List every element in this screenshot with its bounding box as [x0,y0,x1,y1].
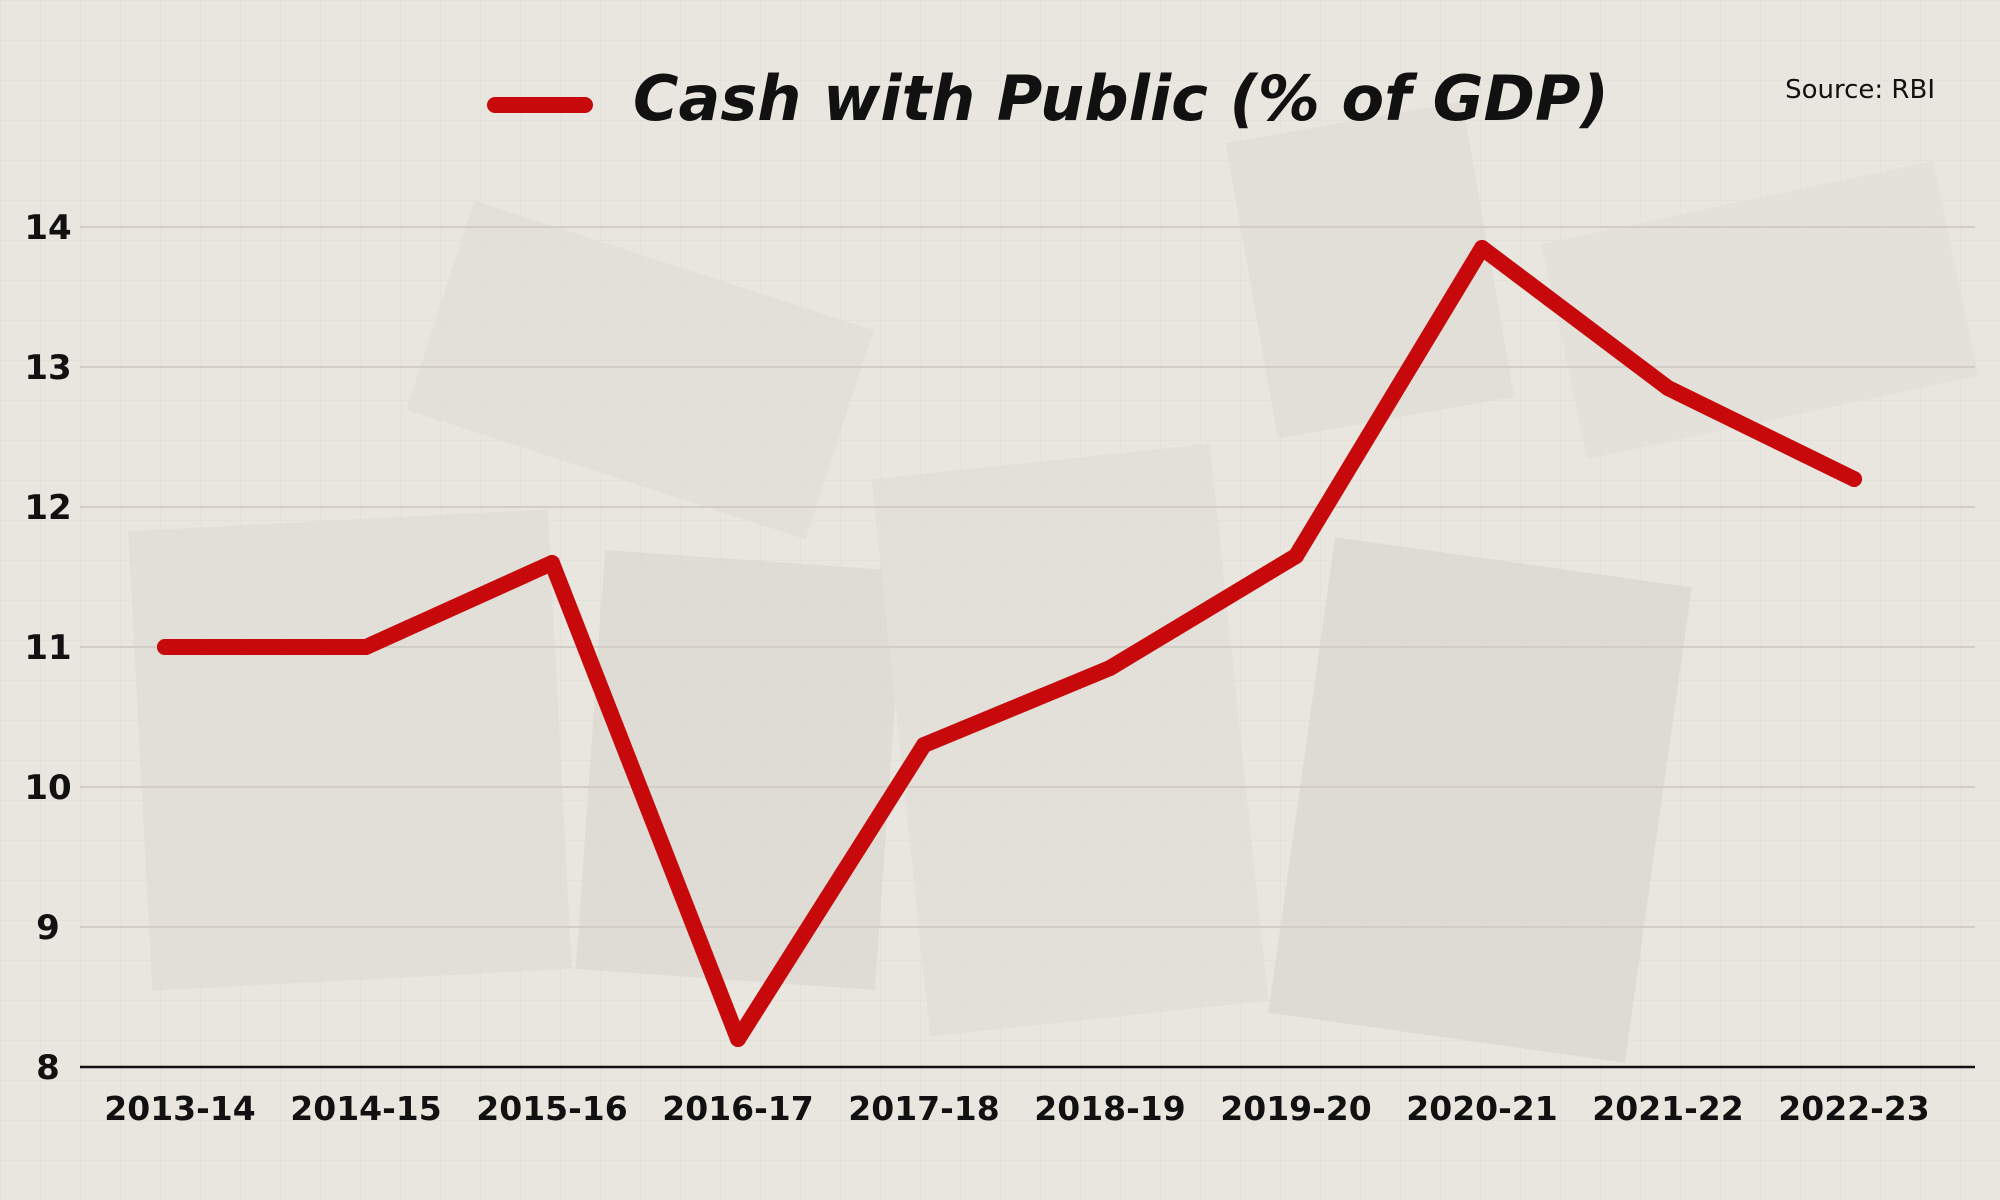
x-tick-label: 2021-22 [1592,1089,1743,1128]
y-tick-label: 10 [24,768,71,808]
x-tick-label: 2015-16 [476,1089,627,1128]
x-tick-label: 2014-15 [290,1089,441,1128]
data-point [730,1031,746,1047]
x-tick-label: 2020-21 [1406,1089,1557,1128]
data-point [157,639,173,655]
x-tick-label: 2017-18 [848,1089,999,1128]
y-tick-label: 8 [36,1048,60,1088]
x-tick-label: 2013-14 [104,1089,255,1128]
data-point [1846,471,1862,487]
data-point [1660,380,1676,396]
data-point [916,737,932,753]
x-tick-label: 2018-19 [1034,1089,1185,1128]
legend-label: Cash with Public (% of GDP) [633,62,1609,135]
source-note: Source: RBI [1785,75,1935,105]
data-point [1288,548,1304,564]
series-line [157,240,1862,1047]
data-point [1474,240,1490,256]
series-group [157,240,1862,1047]
y-tick-label: 14 [24,208,71,248]
y-tick-label: 9 [36,908,60,948]
y-tick-label: 12 [24,488,71,528]
y-gridlines [80,226,1975,928]
legend: Cash with Public (% of GDP) [487,62,1609,135]
y-tick-labels: 8 9 10 11 12 13 14 [24,208,71,1088]
data-point [544,555,560,571]
data-point [358,639,374,655]
x-tick-labels: 2013-14 2014-15 2015-16 2016-17 2017-18 2018-… [104,1089,1929,1128]
x-tick-label: 2019-20 [1220,1089,1371,1128]
y-tick-label: 13 [24,348,71,388]
y-tick-label: 11 [24,628,71,668]
x-tick-label: 2016-17 [662,1089,813,1128]
data-point [1102,660,1118,676]
x-tick-label: 2022-23 [1778,1089,1929,1128]
